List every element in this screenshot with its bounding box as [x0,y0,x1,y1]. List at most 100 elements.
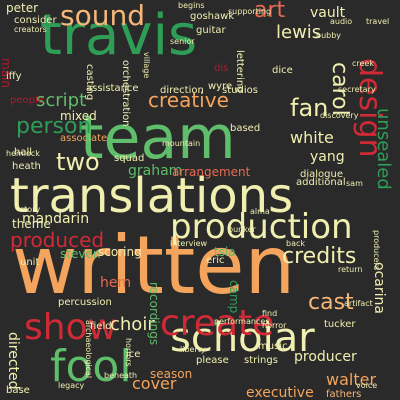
word-choir: choir [110,314,155,335]
word-cover: cover [132,374,177,393]
word-creek: creek [352,59,374,68]
word-bunker: bunker [228,225,256,234]
word-dialogue: dialogue [300,169,343,180]
word-yang: yang [310,149,345,165]
word-return: return [338,265,363,274]
word-executive: executive [246,385,314,400]
word-iffy: iffy [6,71,22,82]
word-archaeological: archaeological [84,320,93,379]
word-squad: squad [114,153,145,164]
word-lettering: lettering [234,50,245,93]
word-travel: travel [366,17,390,26]
word-dis: dis [214,63,229,74]
word-tucker: tucker [324,319,356,330]
word-theme: theme [12,217,51,231]
word-back: back [286,239,306,248]
word-fan: fan [290,94,329,122]
word-please: please [196,355,229,366]
word-voice: voice [356,381,378,390]
word-creative: creative [148,88,229,112]
word-eric: eric [206,255,225,266]
word-guitar: guitar [196,25,226,36]
word-show: show [24,307,118,348]
word-fathers: fathers [326,389,362,400]
word-village: village [142,52,151,79]
word-recordings: recordings [147,282,161,346]
word-scoring: scoring [98,245,142,259]
word-create: create [160,303,275,344]
word-fool: fool [50,341,132,392]
word-credits: credits [282,244,357,269]
word-senior: senior [170,37,195,46]
word-graham: graham [128,163,183,179]
word-ice: ice [126,349,141,360]
word-audio: audio [330,17,353,26]
word-peter: peter [6,1,39,15]
word-production: production [170,207,353,247]
word-arrangement: arrangement [172,165,251,179]
word-mixed: mixed [60,109,97,123]
word-direction: direction [160,85,204,96]
word-based: based [230,123,261,134]
word-producer: producer [294,349,357,365]
word-studios: studios [222,85,258,96]
word-script: script [36,90,87,111]
word-percussion: percussion [58,297,112,308]
word-translations: translations [10,168,294,224]
word-hem: hem [100,275,132,291]
word-music: music [258,341,288,352]
word-mountain: mountain [162,139,201,148]
word-find: find [262,309,278,318]
word-creators: creators [14,25,47,34]
word-horrors: horrors [124,338,133,367]
word-producers: producers [372,230,381,271]
word-bubby: bubby [316,31,342,40]
word-cast: cast [308,290,354,315]
word-interview: interview [170,239,208,248]
word-camp: camp [227,280,241,314]
word-discovery: discovery [320,111,359,120]
word-steven: steven [60,247,101,261]
word-dice: dice [272,65,293,76]
word-consider: consider [14,15,57,26]
word-team: team [80,103,236,173]
word-heath: heath [12,161,41,172]
word-art: art [254,0,286,23]
word-strings: strings [244,355,278,366]
word-alma: alma [250,207,270,216]
word-sound: sound [60,0,145,32]
word-person: person [16,114,92,139]
word-field: field [90,321,112,332]
word-vault: vault [310,5,346,21]
word-directed: directed [5,332,21,390]
word-liberty: liberty [180,345,206,354]
word-performances: performances [214,317,270,326]
word-white: white [290,128,334,147]
word-horror: horror [262,321,287,330]
word-produced: produced [10,228,105,252]
word-wyre: wyre [208,81,233,92]
word-artifact: artifact [344,299,373,308]
word-beneath: beneath [104,371,138,380]
word-mandarin: mandarin [22,211,90,227]
word-additional: additional [296,177,346,188]
word-walter: walter [326,370,377,389]
word-sam: sam [346,179,363,188]
word-people: people [10,95,44,106]
word-written: written [12,219,296,312]
word-tsia: tsia [214,245,236,259]
word-associate: associate [60,133,108,144]
word-secretary: secretary [338,85,376,94]
word-unit: unit [20,257,40,268]
word-story: story [20,205,41,214]
word-supporting: supporting [228,7,272,16]
word-base: base [6,385,30,396]
word-hall: hall [14,147,33,158]
word-lewis: lewis [276,22,322,43]
word-casting: casting [84,64,95,101]
word-unsealed: unsealed [373,108,394,190]
word-legacy: legacy [58,381,85,390]
word-begins: begins [178,1,205,10]
word-scholar: scholar [170,315,315,361]
